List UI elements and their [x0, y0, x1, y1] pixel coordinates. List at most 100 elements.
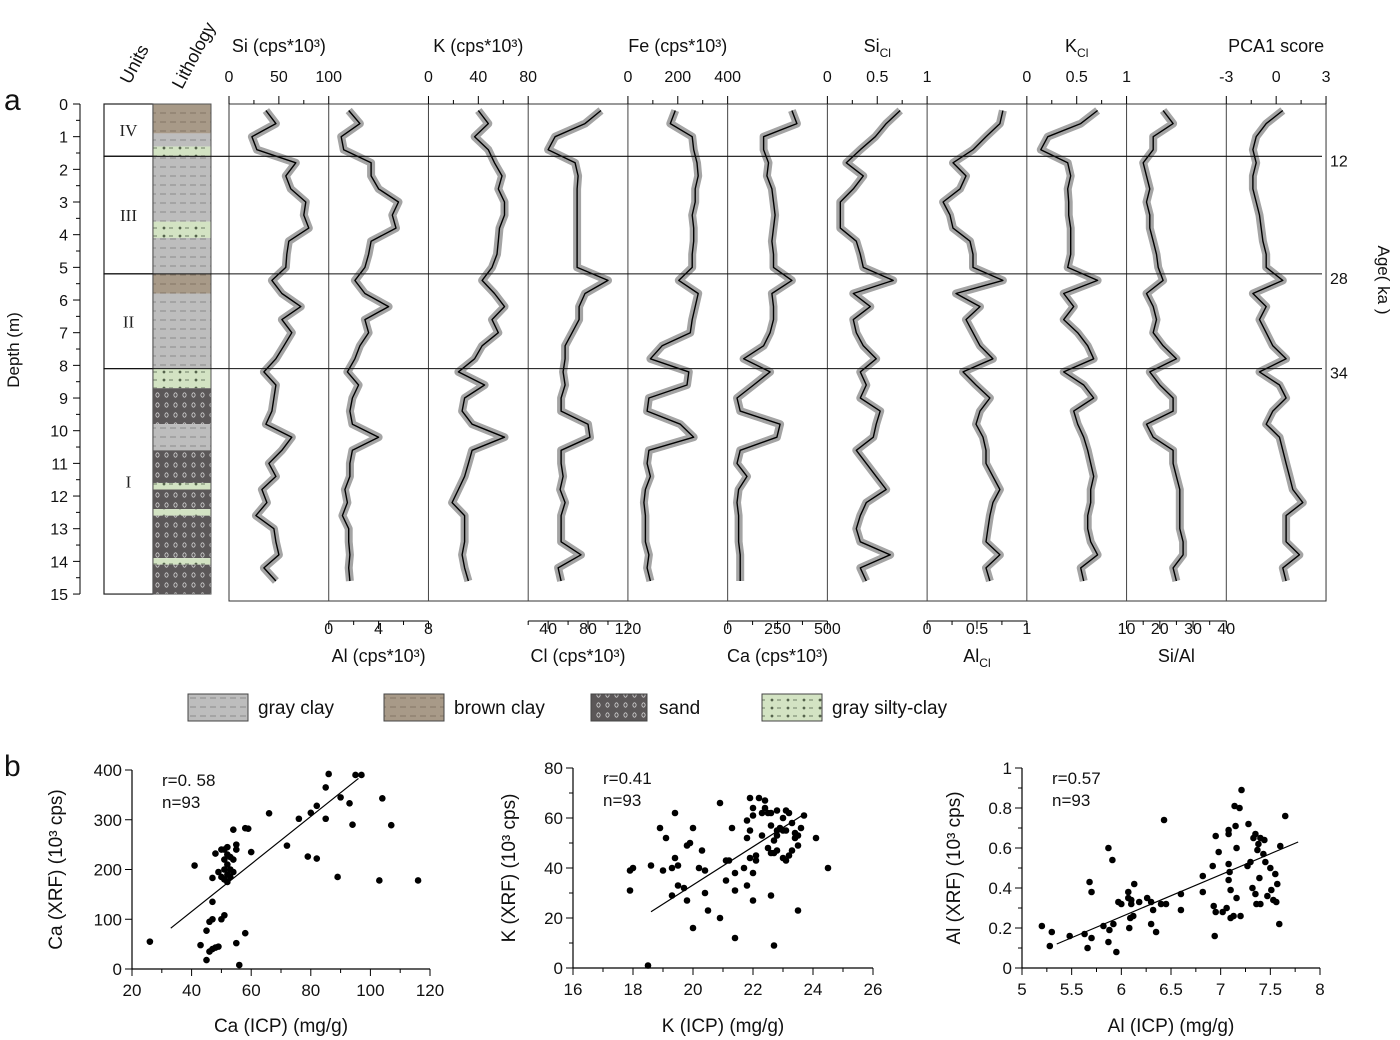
- data-point: [379, 795, 386, 802]
- track-sicl: 0 0.5 1 SiCl: [823, 36, 932, 601]
- data-point: [1261, 836, 1268, 844]
- unit-box: [103, 103, 154, 157]
- lithology-layer-gray-silty-clay: [153, 146, 211, 157]
- data-point: [659, 867, 667, 874]
- x-tick-label: 22: [744, 980, 763, 999]
- tick-label: 0: [823, 69, 832, 86]
- data-point: [782, 827, 790, 834]
- data-point: [1177, 890, 1185, 898]
- data-point: [322, 815, 330, 823]
- sample-count-n: n=93: [1052, 791, 1090, 810]
- smoothed-line: [340, 110, 400, 582]
- data-point: [767, 892, 775, 899]
- correlation-r: r=0.57: [1052, 769, 1101, 788]
- track-title: AlCl: [963, 646, 990, 670]
- data-point: [203, 927, 210, 934]
- data-point: [1129, 912, 1137, 920]
- data-point: [1130, 880, 1138, 888]
- tick-label: 1: [1122, 69, 1131, 86]
- data-point: [1118, 900, 1125, 908]
- depth-axis-label: Depth (m): [4, 312, 23, 388]
- depth-tick-label: 15: [50, 587, 68, 604]
- depth-tick-label: 0: [59, 97, 68, 114]
- smoothed-line: [251, 110, 310, 582]
- data-point: [779, 814, 787, 822]
- data-point: [1066, 932, 1073, 940]
- data-point: [1264, 892, 1271, 900]
- data-point: [1038, 922, 1046, 930]
- data-point: [770, 942, 778, 949]
- data-point: [1125, 924, 1133, 932]
- data-point: [215, 868, 222, 876]
- lithology-layer-gray-clay: [153, 133, 211, 147]
- data-point: [725, 857, 733, 864]
- legend-swatch-gray-clay: [187, 693, 249, 722]
- data-point: [1100, 922, 1107, 930]
- tick-label: 0: [723, 621, 732, 638]
- data-point: [761, 797, 769, 804]
- track-title-main: Si (cps*10³): [232, 36, 326, 56]
- data-point: [1212, 832, 1219, 840]
- data-point: [146, 938, 154, 945]
- depth-tick-label: 4: [59, 228, 68, 245]
- data-point: [1233, 844, 1240, 852]
- data-point: [233, 939, 240, 947]
- data-point: [227, 873, 234, 881]
- smoothed-line: [547, 109, 609, 582]
- data-point: [1147, 898, 1155, 906]
- data-point: [797, 824, 805, 832]
- data-point: [788, 847, 796, 854]
- data-point: [1252, 830, 1259, 838]
- tick-label: 0.5: [966, 621, 988, 638]
- tick-label: 0.5: [1066, 69, 1088, 86]
- lithology-legend: gray clay brown clay sand gray silty-clay: [187, 693, 948, 722]
- y-tick-label: 100: [94, 910, 122, 929]
- data-point: [758, 832, 766, 839]
- track-title-sub: Cl: [1077, 46, 1088, 60]
- x-tick-label: 80: [301, 981, 320, 1000]
- data-point: [749, 812, 757, 819]
- lithology-layer-gray-silty-clay: [153, 509, 211, 516]
- data-point: [1267, 864, 1274, 872]
- track-ca-cps-10-: 0 250 500 Ca (cps*10³): [723, 104, 841, 666]
- correlation-r: r=0. 58: [162, 771, 215, 790]
- data-point: [800, 812, 808, 819]
- data-point: [295, 815, 303, 823]
- data-point: [1106, 926, 1113, 934]
- tick-label: 0: [324, 621, 333, 638]
- data-point: [680, 884, 688, 892]
- y-axis-title: Ca (XRF) (10³ cps): [46, 789, 67, 949]
- data-point: [1046, 942, 1054, 950]
- data-point: [233, 846, 240, 853]
- data-point: [698, 847, 706, 854]
- y-tick-label: 20: [544, 909, 563, 928]
- data-point: [647, 862, 655, 869]
- x-tick-label: 8: [1315, 980, 1324, 999]
- track-fe-cps-10-: 0 200 400 Fe (cps*10³): [623, 36, 741, 601]
- data-point: [1157, 900, 1165, 908]
- data-point: [683, 897, 691, 904]
- depth-tick-label: 1: [59, 130, 68, 147]
- data-point: [307, 809, 315, 817]
- tick-label: -3: [1219, 69, 1233, 86]
- depth-tick-label: 7: [59, 326, 68, 343]
- lithology-layer-gray-clay: [153, 156, 211, 222]
- data-point: [749, 804, 757, 812]
- data-point: [743, 834, 751, 842]
- data-point: [1254, 846, 1261, 854]
- data-point: [1209, 862, 1217, 870]
- track-title: Si/Al: [1158, 646, 1195, 666]
- raw-data-band: [836, 107, 903, 583]
- data-point: [1124, 888, 1132, 896]
- data-point: [215, 943, 222, 950]
- data-point: [1260, 850, 1267, 858]
- tick-label: 50: [270, 69, 288, 86]
- tick-label: 0: [623, 69, 632, 86]
- data-point: [731, 887, 739, 894]
- data-point: [1230, 912, 1237, 920]
- smoothed-line: [451, 110, 506, 582]
- units-header: Units: [116, 41, 153, 87]
- track-pca1-score: -3 0 3 PCA1 score: [1219, 36, 1331, 601]
- tick-label: 10: [1118, 621, 1136, 638]
